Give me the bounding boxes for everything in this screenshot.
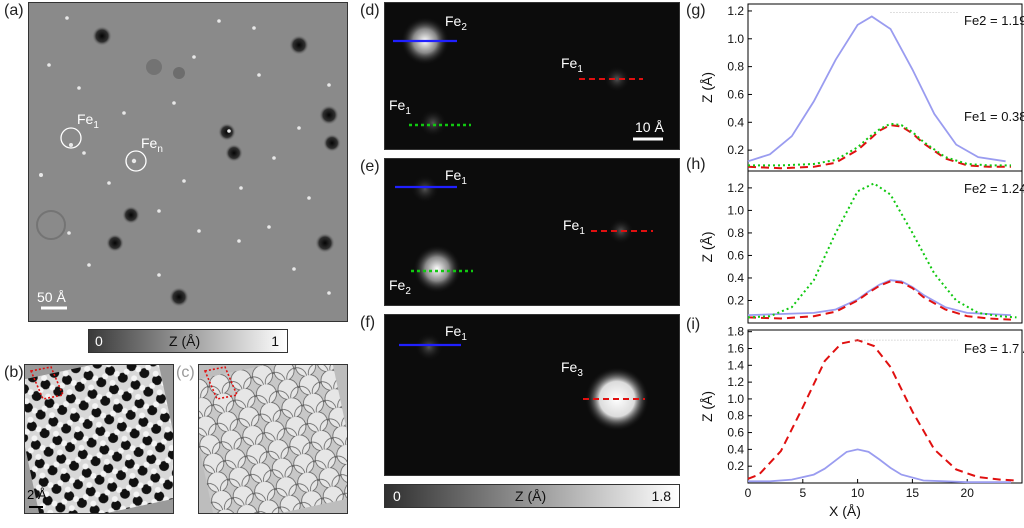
series-line-h-blue: [747, 279, 1012, 316]
ytick-label-i: 1.6: [727, 341, 744, 355]
unit-cell-outline-c: [203, 366, 239, 400]
panel-label-g: (g): [686, 2, 706, 19]
xtick-label-i: 5: [799, 486, 806, 500]
colorbar-bottom-min: 0: [393, 488, 401, 504]
ytick-label-i: 1.0: [727, 392, 744, 406]
fen-marker-circle: [125, 150, 147, 172]
ytick-label-h: 0.8: [727, 226, 744, 240]
ytick-label-i: 1.8: [727, 325, 744, 339]
lattice-model-image: [198, 364, 348, 514]
series-line-g-blue: [747, 15, 1006, 163]
xtick-label-i: 20: [961, 486, 975, 500]
ylabel-i: Z (Å): [699, 391, 715, 422]
scalebar-a-label: 50 Å: [37, 289, 66, 305]
label-fe1-e-top: Fe1: [445, 167, 467, 187]
label-fe3-f: Fe3: [561, 359, 583, 379]
panel-label-i: (i): [686, 316, 701, 333]
ytick-label-g: 0.6: [727, 87, 744, 101]
panel-label-d: (d): [360, 2, 380, 19]
ytick-label-i: 0.8: [727, 409, 744, 423]
colorbar-top-max: 1: [271, 333, 279, 349]
ytick-label-h: 0.4: [727, 271, 744, 285]
ytick-label-h: 1.2: [727, 181, 744, 195]
panel-label-b: (b): [4, 364, 24, 381]
label-fe2-d: Fe2: [445, 13, 467, 33]
panel-label-a: (a): [4, 2, 24, 19]
ytick-label-g: 1.2: [727, 4, 744, 18]
annotation-i-0: Fe3 = 1.7 Å: [964, 341, 1024, 356]
colorbar-bottom-label: Z (Å): [515, 488, 547, 504]
ytick-label-g: 0.8: [727, 60, 744, 74]
panel-label-c: (c): [176, 364, 195, 381]
lattice-model-svg: [199, 365, 347, 513]
ytick-label-g: 0.2: [727, 143, 744, 157]
stm-zoom-d-svg: [393, 17, 663, 141]
label-fen-a: Fen: [141, 135, 163, 155]
series-line-i-blue: [748, 448, 1011, 484]
series-line-g-red: [747, 124, 1011, 170]
annotation-g-1: Fe1 = 0.38 Å: [964, 109, 1024, 124]
stm-zoom-e-svg: [395, 175, 653, 293]
ylabel-g: Z (Å): [699, 72, 715, 103]
stm-zoom-d: Fe2 Fe1 Fe1 10 Å: [384, 2, 680, 150]
label-fe1-a: Fe1: [77, 111, 99, 131]
colorbar-bottom-max: 1.8: [651, 488, 671, 504]
colorbar-top: 0 Z (Å) 1: [88, 329, 288, 353]
panel-label-h: (h): [686, 156, 706, 173]
stm-zoom-f-svg: [399, 333, 649, 431]
label-fe1-e-right: Fe1: [563, 217, 585, 237]
xtick-label-i: 10: [851, 486, 865, 500]
ytick-label-h: 0.6: [727, 248, 744, 262]
series-line-h-green: [747, 182, 1017, 319]
unit-cell-outline-b: [29, 366, 65, 400]
colorbar-bottom: 0 Z (Å) 1.8: [384, 484, 680, 508]
panel-label-e: (e): [360, 158, 380, 175]
atomic-lattice-svg: [25, 365, 173, 513]
xtick-label-i: 15: [906, 486, 920, 500]
ytick-label-i: 1.2: [727, 375, 744, 389]
line-profile-charts: 0.2 0.4 0.6 0.8 1.0 1.2 Z (Å) Fe2 = 1.19 Å Fe1 =…: [699, 3, 1024, 519]
stm-image-large: Fe1 Fen 50 Å: [28, 2, 348, 322]
plot-frame-h: [747, 170, 1023, 324]
annotation-g-0: Fe2 = 1.19 Å: [964, 13, 1024, 28]
label-fe1-d-left: Fe1: [389, 97, 411, 117]
xlabel-i: X (Å): [829, 503, 861, 519]
fe1-marker-circle: [60, 127, 82, 149]
colorbar-top-label: Z (Å): [169, 333, 201, 349]
label-fe2-e: Fe2: [389, 277, 411, 297]
defects: [36, 26, 341, 307]
colorbar-top-min: 0: [95, 333, 103, 349]
scalebar-b-label: 2 Å: [27, 487, 47, 502]
stm-zoom-f: Fe1 Fe3: [384, 314, 680, 476]
ytick-label-i: 1.4: [727, 358, 744, 372]
plot-frame-i: [747, 329, 1023, 484]
atomic-lattice-image: 2 Å: [24, 364, 174, 514]
ylabel-h: Z (Å): [699, 231, 715, 262]
series-line-i-red: [747, 339, 1017, 482]
ytick-label-h: 0.2: [727, 293, 744, 307]
label-fe1-f: Fe1: [445, 323, 467, 343]
ytick-label-i: 0.4: [727, 442, 744, 456]
ytick-label-h: 1.0: [727, 203, 744, 217]
scalebar-d-label: 10 Å: [635, 119, 664, 135]
stm-image-large-svg: [36, 16, 341, 310]
plot-frame-g: [747, 3, 1023, 172]
label-fe1-d-right: Fe1: [561, 55, 583, 75]
xtick-label-i: 0: [745, 486, 752, 500]
ytick-label-g: 1.0: [727, 32, 744, 46]
annotation-h-0: Fe2 = 1.24 Å: [964, 181, 1024, 196]
ytick-label-g: 0.4: [727, 115, 744, 129]
ytick-label-i: 0.6: [727, 426, 744, 440]
stm-zoom-e: Fe1 Fe1 Fe2: [384, 158, 680, 306]
ytick-label-i: 0.2: [727, 459, 744, 473]
adatoms: [39, 16, 331, 295]
series-line-g-green: [748, 122, 1011, 167]
panel-label-f: (f): [360, 314, 376, 331]
